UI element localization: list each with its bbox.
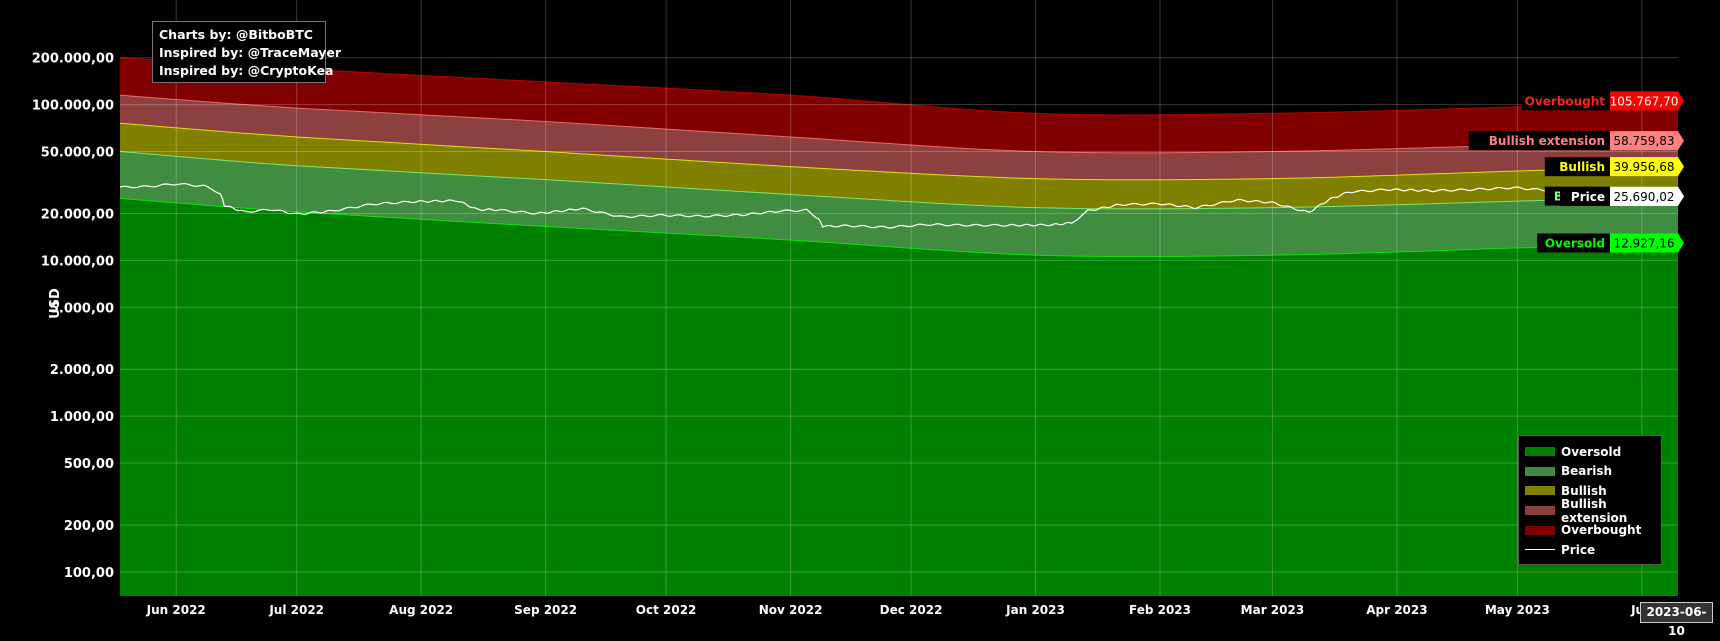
legend-item-bearish[interactable]: Bearish bbox=[1525, 462, 1661, 482]
callout-label: Oversold bbox=[1545, 237, 1605, 251]
x-tick-label: Nov 2022 bbox=[759, 603, 823, 617]
legend: Oversold Bearish Bullish Bullish extension O… bbox=[1518, 435, 1662, 565]
y-tick-label: 100.000,00 bbox=[32, 99, 114, 114]
credit-line: Inspired by: @TraceMayer bbox=[159, 45, 342, 60]
callout-price: Price 25.690,02 bbox=[1560, 187, 1684, 207]
callout-value: 39.956,68 bbox=[1613, 160, 1674, 174]
y-tick-label: 50.000,00 bbox=[41, 146, 114, 161]
callout-value-bg bbox=[1610, 157, 1684, 177]
callout-bullish: Bullish 39.956,68 bbox=[1544, 157, 1684, 177]
callout-value-bg bbox=[1610, 91, 1684, 111]
band-line-bullish bbox=[119, 122, 1679, 181]
callout-label: Bullish bbox=[1559, 160, 1605, 174]
y-tick-label: 5.000,00 bbox=[50, 301, 114, 316]
x-tick-label: Dec 2022 bbox=[880, 603, 943, 617]
grid-layer bbox=[120, 0, 1678, 596]
callout-label-bg bbox=[1560, 187, 1610, 207]
callout-value: 105.767,70 bbox=[1610, 94, 1679, 108]
callout-value: 12.927,16 bbox=[1613, 237, 1674, 251]
price-line bbox=[119, 183, 1679, 229]
legend-item-overbought[interactable]: Overbought bbox=[1525, 520, 1661, 540]
x-tick-label: Jul 2022 bbox=[268, 603, 324, 617]
callout-value-bg bbox=[1610, 187, 1684, 207]
y-tick-label: 200.000,00 bbox=[32, 52, 114, 67]
x-tick-label: Mar 2023 bbox=[1241, 603, 1305, 617]
y-tick-label: 1.000,00 bbox=[50, 410, 114, 425]
x-tick-label: Jan 2023 bbox=[1005, 603, 1065, 617]
callout-label: Overbought bbox=[1525, 94, 1606, 108]
band-line-bearish bbox=[119, 151, 1679, 210]
x-tick-label: Jun 2022 bbox=[146, 603, 206, 617]
band-line-oversold bbox=[119, 197, 1679, 258]
credit-line: Charts by: @BitboBTC bbox=[159, 27, 313, 42]
credit-line: Inspired by: @CryptoKea bbox=[159, 63, 334, 78]
x-tick-label: May 2023 bbox=[1485, 603, 1550, 617]
y-tick-label: 10.000,00 bbox=[41, 254, 114, 269]
y-axis: 200.000,00 100.000,00 50.000,00 20.000,00 10… bbox=[32, 52, 114, 581]
x-axis: Jun 2022 Jul 2022 Aug 2022 Sep 2022 Oct 2022… bbox=[146, 603, 1653, 617]
callout-value: 58.759,83 bbox=[1613, 134, 1674, 148]
legend-label: Oversold bbox=[1561, 444, 1622, 459]
bands-layer bbox=[119, 57, 1679, 597]
legend-swatch bbox=[1525, 466, 1555, 476]
x-tick-label: Sep 2022 bbox=[514, 603, 577, 617]
legend-label: Price bbox=[1561, 542, 1596, 557]
legend-swatch bbox=[1525, 447, 1555, 457]
price-layer bbox=[119, 183, 1679, 229]
callouts: Overbought 105.767,70 Bullish extension 58.… bbox=[1468, 91, 1684, 253]
legend-item-oversold[interactable]: Oversold bbox=[1525, 442, 1661, 462]
legend-swatch bbox=[1525, 525, 1555, 535]
legend-label: Overbought bbox=[1561, 523, 1642, 538]
crosshair-date-badge: 2023-06-10 bbox=[1640, 602, 1713, 638]
band-oversold bbox=[120, 198, 1678, 596]
legend-item-bullish[interactable]: Bullish bbox=[1525, 481, 1661, 501]
callout-label: Price bbox=[1571, 190, 1605, 204]
callout-value: 25.690,02 bbox=[1613, 190, 1674, 204]
callout-label-bg bbox=[1537, 233, 1610, 253]
legend-swatch bbox=[1525, 486, 1555, 496]
legend-label: Bearish bbox=[1561, 464, 1613, 479]
band-line-bullish-extension bbox=[119, 94, 1679, 154]
callout-bullish-extension: Bullish extension 58.759,83 bbox=[1468, 131, 1684, 151]
callout-value-bg bbox=[1610, 233, 1684, 253]
x-tick-label: Aug 2022 bbox=[389, 603, 453, 617]
callout-label-bg bbox=[1522, 91, 1610, 111]
callout-oversold: Oversold 12.927,16 bbox=[1537, 233, 1684, 253]
band-line-overbought bbox=[119, 57, 1679, 116]
x-tick-label: Apr 2023 bbox=[1366, 603, 1427, 617]
callout-value-bg bbox=[1610, 131, 1684, 151]
y-axis-label: USD bbox=[47, 288, 63, 319]
x-tick-label: Oct 2022 bbox=[636, 603, 697, 617]
callout-label: Bullish extension bbox=[1489, 134, 1605, 148]
y-tick-label: 200,00 bbox=[64, 519, 114, 534]
y-tick-label: 20.000,00 bbox=[41, 207, 114, 222]
legend-swatch bbox=[1525, 506, 1555, 516]
legend-swatch bbox=[1525, 549, 1555, 551]
legend-item-price[interactable]: Price bbox=[1525, 540, 1661, 560]
legend-label: Bullish bbox=[1561, 483, 1607, 498]
callout-overbought: Overbought 105.767,70 bbox=[1522, 91, 1684, 111]
callout-label-bg bbox=[1544, 157, 1610, 177]
y-tick-label: 100,00 bbox=[64, 566, 114, 581]
legend-item-bullish-extension[interactable]: Bullish extension bbox=[1525, 497, 1661, 525]
callout-label-bg bbox=[1468, 131, 1610, 151]
x-tick-label: Feb 2023 bbox=[1129, 603, 1191, 617]
y-tick-label: 2.000,00 bbox=[50, 363, 114, 378]
y-tick-label: 500,00 bbox=[64, 457, 114, 472]
credits-box: Charts by: @BitboBTC Inspired by: @Trace… bbox=[152, 21, 342, 83]
legend-label: Bullish extension bbox=[1561, 496, 1628, 525]
